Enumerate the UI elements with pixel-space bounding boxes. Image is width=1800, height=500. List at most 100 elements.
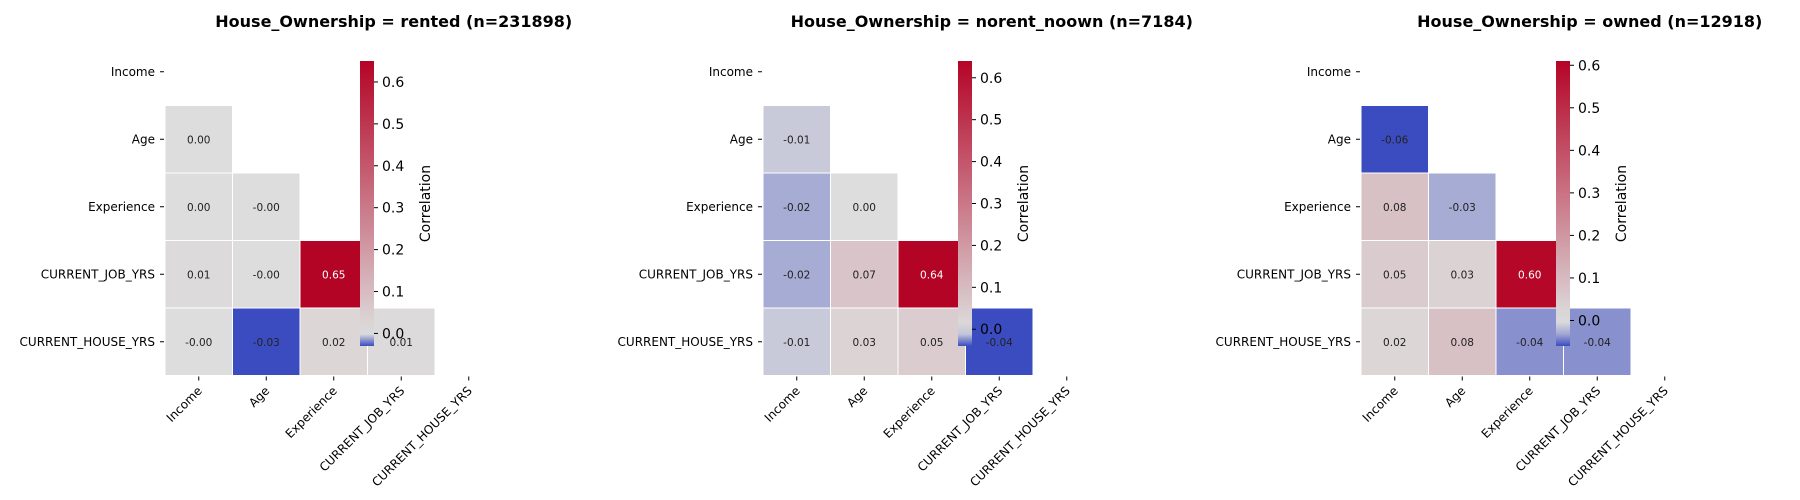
heatmap-cell xyxy=(830,307,899,376)
row-label: CURRENT_HOUSE_YRS xyxy=(1216,335,1351,349)
colorbar-label: Correlation xyxy=(418,165,434,242)
row-label: Income xyxy=(1307,65,1351,79)
column-label: Income xyxy=(762,384,803,425)
heatmap-cell xyxy=(1495,307,1564,376)
row-label: Income xyxy=(111,65,155,79)
cell-value-label: 0.65 xyxy=(322,269,345,281)
cell-value-label: 0.03 xyxy=(853,337,876,349)
heatmap-cell xyxy=(232,172,301,241)
colorbar-tick-label: 0.2 xyxy=(382,243,404,259)
colorbar: 0.0 0.1 0.2 0.3 0.4 0.5 0.6 Correlation xyxy=(360,61,434,346)
heatmap-cell xyxy=(1360,307,1429,376)
heatmap-cell xyxy=(830,172,899,241)
row-label: Income xyxy=(709,65,753,79)
column-label: Income xyxy=(164,384,205,425)
colorbar-tick-label: 0.2 xyxy=(1578,228,1600,244)
row-label: Experience xyxy=(686,200,753,214)
cell-value-label: -0.02 xyxy=(783,269,810,281)
heatmap-cell xyxy=(164,240,233,309)
cell-value-label: 0.07 xyxy=(853,269,876,281)
row-label: Age xyxy=(132,132,155,146)
colorbar-label: Correlation xyxy=(1614,165,1630,242)
heatmap-cell xyxy=(164,307,233,376)
heatmap-cell xyxy=(830,240,899,309)
column-label: Experience xyxy=(283,384,340,441)
panel-title: House_Ownership = norent_noown (n=7184) xyxy=(791,12,1193,31)
heatmap-cell xyxy=(897,307,966,376)
colorbar-tick-label: 0.1 xyxy=(980,280,1002,296)
heatmap-cell xyxy=(164,105,233,174)
cell-value-label: -0.00 xyxy=(253,269,280,281)
heatmap-cell xyxy=(965,307,1034,376)
column-labels: Income Age ExperienceCURRENT_JOB_YRSCURREN… xyxy=(164,376,475,489)
heatmap-cell xyxy=(367,307,436,376)
row-label: Age xyxy=(1328,132,1351,146)
panel-rented: House_Ownership = rented (n=231898) 0.00… xyxy=(20,12,573,489)
cell-value-label: 0.00 xyxy=(853,202,876,214)
heatmap-cell xyxy=(1428,240,1497,309)
colorbar-tick-label: 0.0 xyxy=(1578,313,1600,329)
cell-value-label: -0.04 xyxy=(986,337,1013,349)
cell-value-label: -0.01 xyxy=(783,337,810,349)
colorbar-tick-label: 0.6 xyxy=(382,75,404,91)
panel-norent-noown: House_Ownership = norent_noown (n=7184) … xyxy=(618,12,1193,489)
cell-value-label: 0.02 xyxy=(322,337,345,349)
cell-value-label: -0.00 xyxy=(185,337,212,349)
column-label: Age xyxy=(246,384,272,410)
panel-owned: House_Ownership = owned (n=12918) -0.06 0… xyxy=(1216,12,1763,489)
colorbar-tick-label: 0.3 xyxy=(980,197,1002,213)
heatmap-cell xyxy=(762,105,831,174)
row-labels: Income Age Experience CURRENT_JOB_YRS CURREN… xyxy=(20,65,164,349)
row-label: Age xyxy=(730,132,753,146)
row-labels: Income Age Experience CURRENT_JOB_YRS CURREN… xyxy=(1216,65,1360,349)
cell-value-label: 0.60 xyxy=(1518,269,1541,281)
colorbar-tick-label: 0.4 xyxy=(1578,143,1600,159)
panel-title: House_Ownership = rented (n=231898) xyxy=(215,12,572,31)
cell-value-label: -0.02 xyxy=(783,202,810,214)
row-labels: Income Age Experience CURRENT_JOB_YRS CURREN… xyxy=(618,65,762,349)
heatmap-cells: 0.00 0.00 -0.00 0.01 -0.00 0.65 -0.00 -0.03 0.02… xyxy=(164,105,436,376)
colorbar-tick-label: 0.4 xyxy=(382,159,404,175)
cell-value-label: -0.04 xyxy=(1516,337,1543,349)
column-label: Age xyxy=(844,384,870,410)
column-labels: Income Age ExperienceCURRENT_JOB_YRSCURREN… xyxy=(1360,376,1671,489)
heatmap-cell xyxy=(1428,307,1497,376)
heatmap-cell xyxy=(232,240,301,309)
colorbar-tick-label: 0.6 xyxy=(980,71,1002,87)
cell-value-label: 0.05 xyxy=(920,337,943,349)
colorbar-tick-label: 0.2 xyxy=(980,238,1002,254)
cell-value-label: -0.00 xyxy=(253,202,280,214)
column-label: Experience xyxy=(1479,384,1536,441)
column-label: Income xyxy=(1360,384,1401,425)
colorbar-label: Correlation xyxy=(1016,165,1032,242)
colorbar-gradient xyxy=(360,61,374,346)
cell-value-label: -0.01 xyxy=(783,134,810,146)
row-label: CURRENT_HOUSE_YRS xyxy=(20,335,155,349)
column-label: Age xyxy=(1442,384,1468,410)
heatmap-cell xyxy=(232,307,301,376)
cell-value-label: 0.08 xyxy=(1383,202,1406,214)
heatmap-cell xyxy=(1360,105,1429,174)
row-label: CURRENT_JOB_YRS xyxy=(41,267,155,281)
colorbar-tick-label: 0.0 xyxy=(382,326,404,342)
colorbar-tick-label: 0.0 xyxy=(980,322,1002,338)
cell-value-label: 0.02 xyxy=(1383,337,1406,349)
colorbar-tick-label: 0.3 xyxy=(1578,186,1600,202)
heatmap-cell xyxy=(1563,307,1632,376)
cell-value-label: 0.00 xyxy=(187,134,210,146)
cell-value-label: 0.05 xyxy=(1383,269,1406,281)
row-label: CURRENT_HOUSE_YRS xyxy=(618,335,753,349)
cell-value-label: 0.64 xyxy=(920,269,944,281)
cell-value-label: -0.06 xyxy=(1381,134,1408,146)
cell-value-label: -0.03 xyxy=(253,337,280,349)
heatmap-cell xyxy=(897,240,966,309)
heatmap-cell xyxy=(299,307,368,376)
colorbar-tick-label: 0.3 xyxy=(382,201,404,217)
cell-value-label: 0.03 xyxy=(1451,269,1474,281)
colorbar-gradient xyxy=(958,61,972,346)
colorbar: 0.0 0.1 0.2 0.3 0.4 0.5 0.6 Correlation xyxy=(958,61,1032,346)
colorbar-tick-label: 0.5 xyxy=(382,117,404,133)
cell-value-label: -0.03 xyxy=(1449,202,1476,214)
column-label: Experience xyxy=(881,384,938,441)
